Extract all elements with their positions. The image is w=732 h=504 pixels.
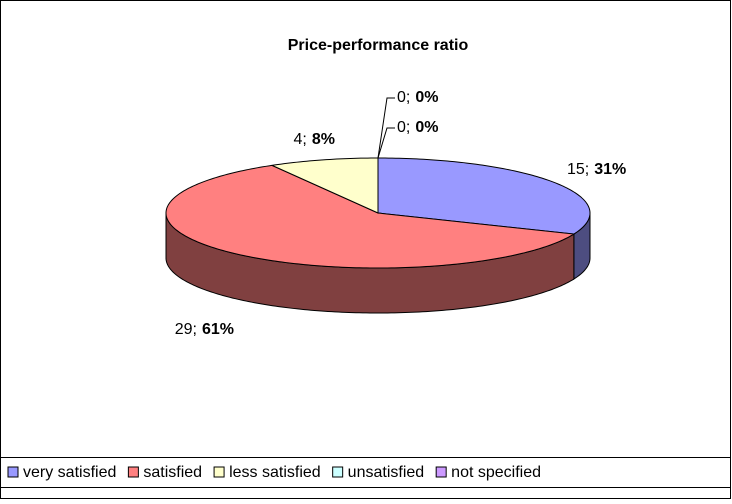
- data-label: 0; 0%: [397, 89, 438, 106]
- slice: [270, 157, 379, 214]
- data-label: 0; 0%: [397, 119, 438, 136]
- data-label-percent: 31%: [594, 161, 626, 178]
- data-label-percent: 0%: [415, 119, 438, 136]
- data-label: 29; 61%: [175, 321, 234, 338]
- data-label: 15; 31%: [567, 161, 626, 178]
- legend-swatch: [213, 466, 225, 478]
- data-label-count: 0;: [397, 119, 410, 136]
- legend-label: unsatisfied: [348, 464, 425, 481]
- leader-line: [377, 127, 395, 159]
- data-label-percent: 61%: [202, 321, 234, 338]
- legend-swatch: [127, 466, 139, 478]
- legend-label: satisfied: [143, 464, 202, 481]
- legend-label: not specified: [451, 464, 541, 481]
- data-label: 4; 8%: [294, 131, 335, 148]
- data-label-percent: 0%: [415, 89, 438, 106]
- data-label-count: 0;: [397, 89, 410, 106]
- slice: [165, 164, 576, 269]
- data-label-count: 4;: [294, 131, 307, 148]
- legend-label: less satisfied: [229, 464, 321, 481]
- legend-swatch: [7, 466, 19, 478]
- chart-title: Price-performance ratio: [288, 37, 469, 54]
- data-label-count: 15;: [567, 161, 589, 178]
- slice: [377, 157, 591, 235]
- legend-label: very satisfied: [23, 464, 116, 481]
- legend-swatch: [332, 466, 344, 478]
- legend-box: [0, 457, 731, 488]
- data-label-count: 29;: [175, 321, 197, 338]
- leader-line: [377, 97, 395, 159]
- legend-swatch: [435, 466, 447, 478]
- data-label-percent: 8%: [312, 131, 335, 148]
